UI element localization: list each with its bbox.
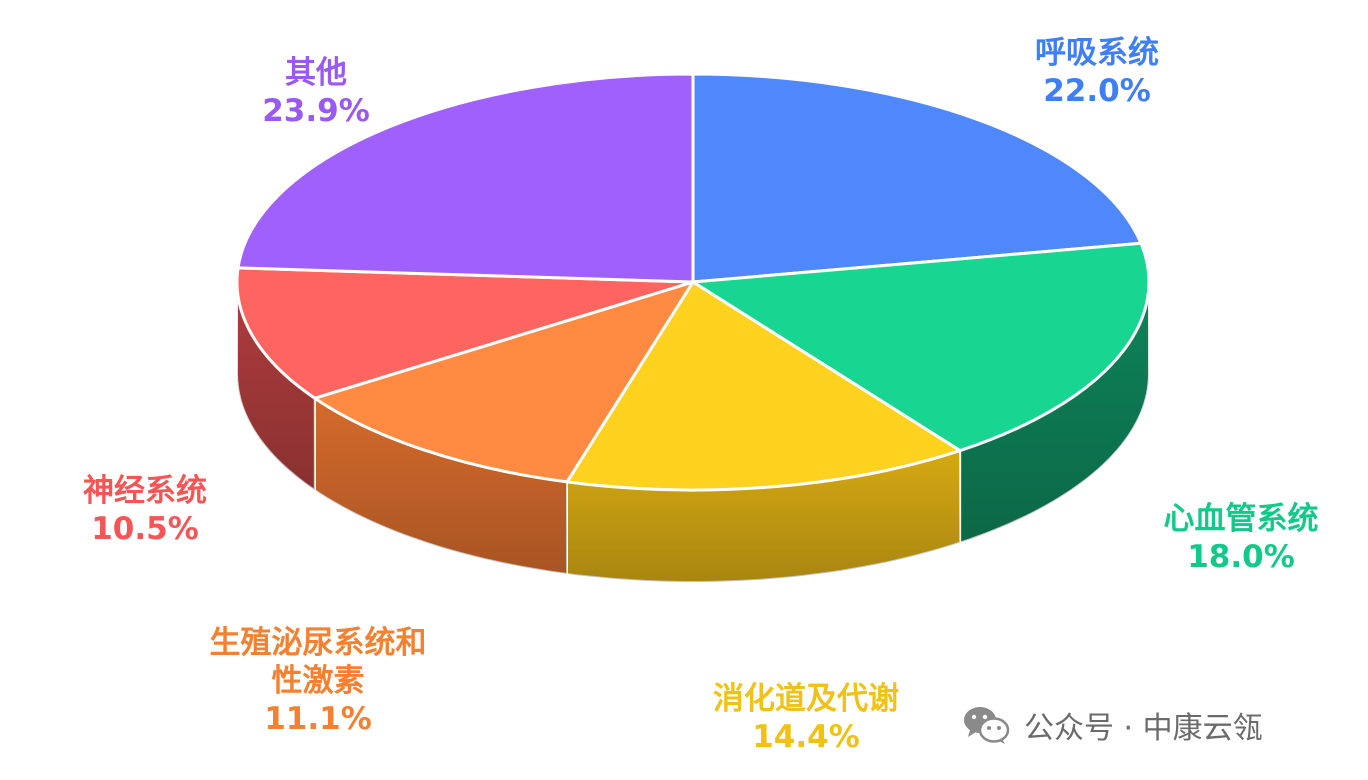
pie-slice-nervous: [235, 266, 695, 400]
label-digestive-value: 14.4%: [752, 719, 860, 755]
pie-sides: [236, 281, 1150, 583]
pie-side-shade-digestive: [567, 450, 961, 582]
label-digestive: 消化道及代谢 14.4%: [713, 680, 899, 756]
watermark-text: 公众号 · 中康云瓴: [1024, 711, 1263, 746]
label-genitourinary-value: 11.1%: [264, 701, 372, 737]
label-cardiovascular-name: 心血管系统: [1163, 501, 1319, 537]
label-cardiovascular-value: 18.0%: [1187, 539, 1295, 575]
label-digestive-name: 消化道及代谢: [713, 681, 899, 717]
label-genitourinary-name: 生殖泌尿系统和性激素: [209, 625, 427, 699]
pie-side-shade-cardiovascular: [960, 282, 1149, 543]
wechat-icon: [964, 707, 1010, 744]
pie-slice-digestive: [565, 280, 962, 492]
pie-side-shade-nervous: [237, 282, 315, 491]
label-respiratory-value: 22.0%: [1043, 73, 1151, 109]
pie-side-shade-genitourinary: [314, 398, 567, 574]
label-nervous: 神经系统 10.5%: [83, 472, 207, 548]
label-other-value: 23.9%: [262, 93, 370, 129]
label-nervous-name: 神经系统: [83, 473, 207, 509]
pie-tops: [235, 72, 1151, 492]
pie-slice-genitourinary: [313, 280, 695, 484]
label-respiratory: 呼吸系统 22.0%: [1035, 34, 1159, 110]
pie-slice-respiratory: [691, 72, 1143, 284]
watermark: 公众号 · 中康云瓴: [962, 703, 1263, 747]
label-other-name: 其他: [284, 55, 347, 91]
label-other: 其他 23.9%: [262, 54, 370, 130]
pie-slice-cardiovascular: [691, 241, 1151, 453]
label-respiratory-name: 呼吸系统: [1035, 35, 1159, 71]
label-nervous-value: 10.5%: [91, 511, 199, 547]
label-genitourinary: 生殖泌尿系统和性激素 11.1%: [203, 624, 433, 738]
label-cardiovascular: 心血管系统 18.0%: [1164, 500, 1319, 576]
pie-slice-other: [236, 72, 695, 284]
